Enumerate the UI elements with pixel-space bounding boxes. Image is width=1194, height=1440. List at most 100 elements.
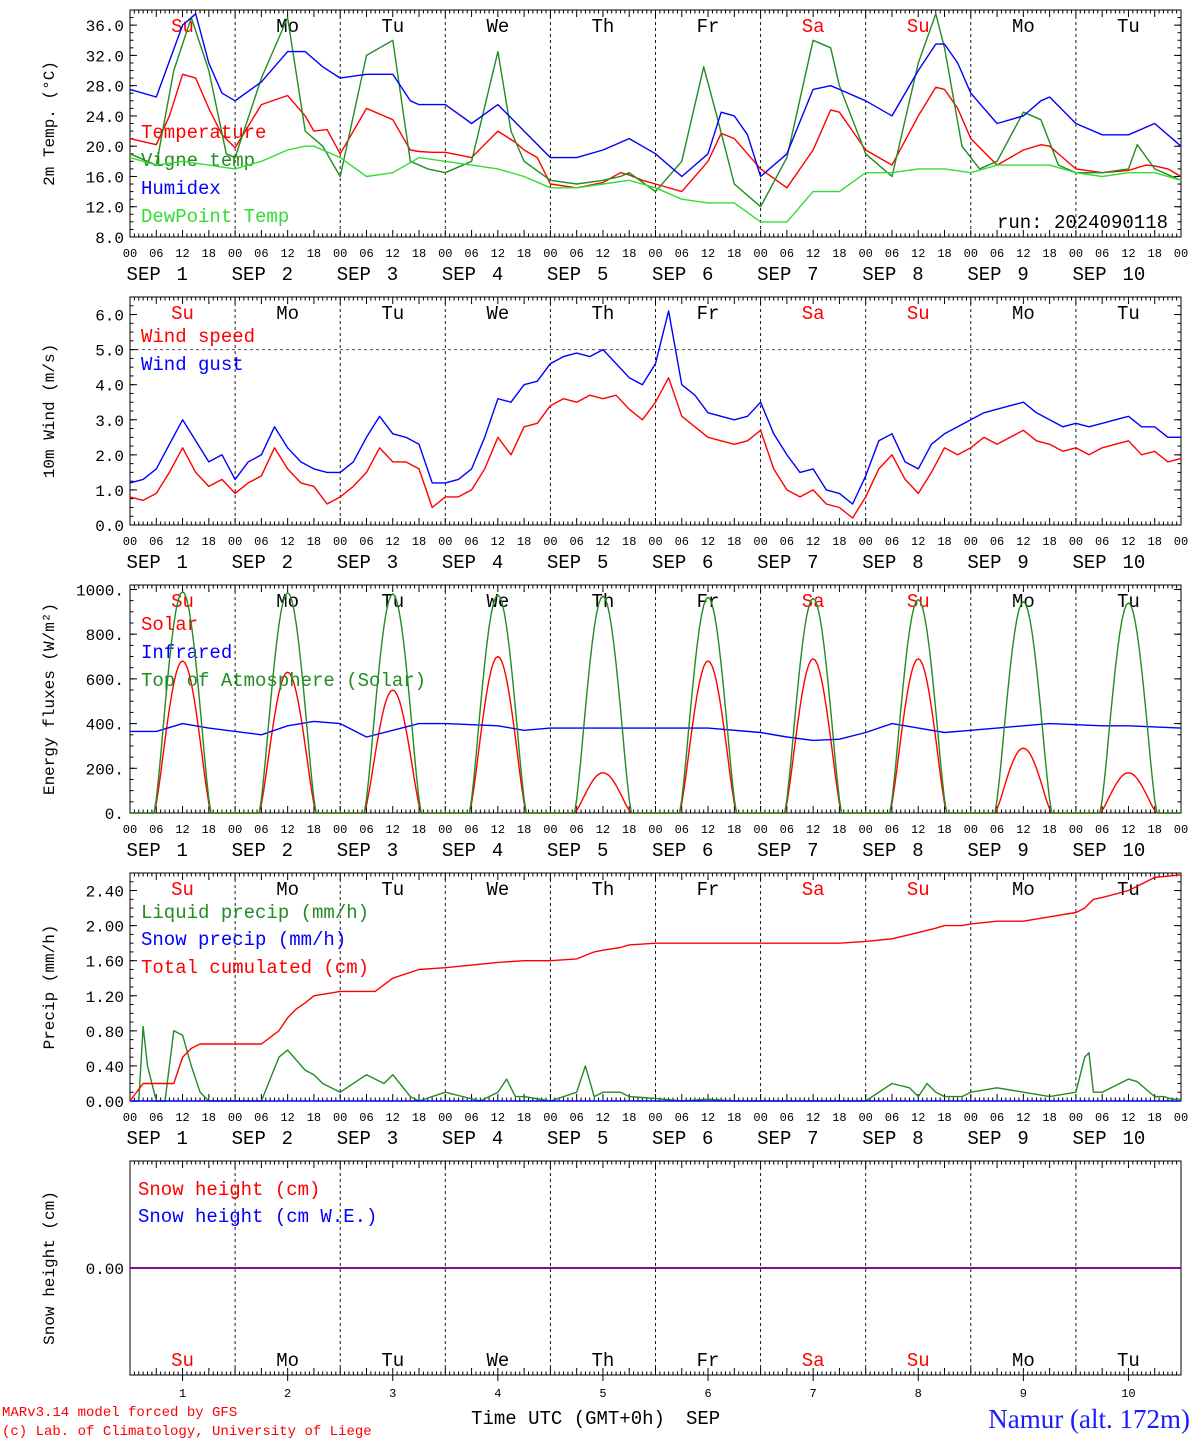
legend-entry: Temperature: [141, 122, 266, 144]
hour-label: 12: [386, 1111, 400, 1125]
hour-label: 00: [648, 535, 662, 549]
weekday-label: Su: [907, 16, 930, 38]
hour-label: 00: [753, 535, 767, 549]
date-day-label: 3: [387, 264, 398, 286]
weekday-label: Su: [171, 303, 194, 325]
hour-label: 06: [149, 1111, 163, 1125]
weekday-label: Th: [592, 16, 615, 38]
hour-label: 06: [780, 247, 794, 261]
date-day-label: 5: [597, 840, 608, 862]
hour-label: 00: [964, 247, 978, 261]
hour-label: 00: [123, 1111, 137, 1125]
weekday-label: Mo: [276, 591, 299, 613]
hour-label: 06: [569, 247, 583, 261]
x-axis-title: Time UTC (GMT+0h): [471, 1408, 665, 1430]
hour-label: 12: [806, 535, 820, 549]
date-month-label: SEP: [1072, 552, 1106, 574]
hour-label: 12: [280, 247, 294, 261]
hour-label: 18: [622, 535, 636, 549]
weekday-label: Th: [592, 879, 615, 901]
hour-label: 18: [412, 1111, 426, 1125]
hour-label: 18: [202, 823, 216, 837]
panel-temperature: 8.0 12.0 16.0 20.0 24.0 28.0 32.0 36.0 2m Temp. …: [41, 9, 1188, 286]
date-day-label: 6: [702, 1128, 713, 1150]
hour-label: 12: [175, 823, 189, 837]
series-wind-0: [129, 377, 1182, 519]
weekday-label: Tu: [1117, 1350, 1140, 1372]
y-tick-label: 16.0: [86, 169, 124, 187]
date-month-label: SEP: [757, 1128, 791, 1150]
date-month-label: SEP: [652, 552, 686, 574]
hour-label: 12: [911, 1111, 925, 1125]
hour-label: 18: [517, 247, 531, 261]
date-day-label: 2: [282, 264, 293, 286]
hour-label: 00: [123, 823, 137, 837]
hour-label: 12: [1016, 535, 1030, 549]
y-tick-label: 3.0: [95, 413, 124, 431]
series-temperature-1: [129, 13, 1182, 208]
date-day-label: 10: [1122, 552, 1145, 574]
hour-label: 12: [280, 823, 294, 837]
series-precip-2: [129, 874, 1182, 1102]
date-day-label: 1: [177, 840, 188, 862]
date-month-label: SEP: [232, 552, 266, 574]
station-name: Namur (alt. 172m): [988, 1404, 1190, 1434]
date-day-label: 8: [912, 1128, 923, 1150]
weekday-label: Tu: [1117, 591, 1140, 613]
hour-label: 06: [675, 823, 689, 837]
hour-label: 18: [832, 535, 846, 549]
weekday-label: Mo: [276, 16, 299, 38]
y-tick-label: 0.00: [86, 1094, 124, 1112]
weekday-label: Fr: [697, 303, 720, 325]
hour-label: 06: [885, 535, 899, 549]
hour-label: 00: [648, 247, 662, 261]
legend-entry: Snow precip (mm/h): [141, 929, 346, 951]
date-day-label: 2: [282, 1128, 293, 1150]
hour-label: 00: [858, 1111, 872, 1125]
hour-label: 00: [1174, 1111, 1188, 1125]
date-day-label: 3: [387, 840, 398, 862]
hour-label: 18: [937, 535, 951, 549]
hour-label: 06: [569, 1111, 583, 1125]
hour-label: 06: [990, 1111, 1004, 1125]
hour-label: 00: [1069, 823, 1083, 837]
date-month-label: SEP: [232, 840, 266, 862]
hour-label: 00: [753, 823, 767, 837]
y-tick-label: 5.0: [95, 343, 124, 361]
hour-label: 06: [464, 823, 478, 837]
hour-label: 18: [307, 823, 321, 837]
hour-label: 00: [543, 823, 557, 837]
hour-label: 00: [858, 535, 872, 549]
series-energy-1: [130, 720, 1182, 742]
hour-label: 06: [359, 247, 373, 261]
hour-label: 12: [701, 823, 715, 837]
date-month-label: SEP: [862, 264, 896, 286]
date-day-label: 4: [492, 552, 503, 574]
date-day-label: 2: [284, 1387, 291, 1401]
run-label: run: 2024090118: [997, 212, 1168, 234]
date-day-label: 5: [597, 552, 608, 574]
hour-label: 12: [806, 247, 820, 261]
weekday-label: Sa: [802, 303, 825, 325]
legend-entry: Vigne temp: [141, 150, 255, 172]
date-month-label: SEP: [652, 1128, 686, 1150]
hour-label: 18: [727, 823, 741, 837]
hour-label: 06: [359, 1111, 373, 1125]
hour-label: 06: [885, 823, 899, 837]
panel-energy: 0. 200. 400. 600. 800. 1000. Energy fluxes (W/…: [41, 582, 1188, 862]
y-axis-label: Snow height (cm): [41, 1191, 59, 1345]
hour-label: 00: [333, 535, 347, 549]
weekday-label: Su: [907, 879, 930, 901]
hour-label: 12: [596, 535, 610, 549]
date-month-label: SEP: [337, 1128, 371, 1150]
hour-label: 18: [1148, 1111, 1162, 1125]
hour-label: 18: [1148, 535, 1162, 549]
weekday-label: Mo: [1012, 879, 1035, 901]
y-tick-label: 1000.: [76, 582, 124, 600]
hour-label: 12: [911, 823, 925, 837]
hour-label: 18: [307, 247, 321, 261]
footer-copyright: (c) Lab. of Climatology, University of L…: [2, 1424, 372, 1440]
date-month-label: SEP: [547, 840, 581, 862]
series-temperature-3: [129, 145, 1182, 223]
hour-label: 12: [491, 535, 505, 549]
